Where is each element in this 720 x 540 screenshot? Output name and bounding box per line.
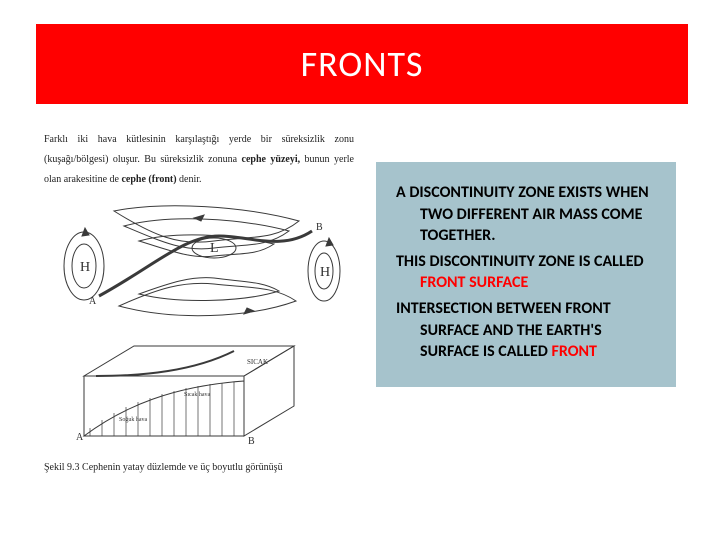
label-B-block: B xyxy=(248,436,255,447)
definition-box: A DISCONTINUITY ZONE EXISTS WHEN TWO DIF… xyxy=(376,162,676,387)
label-soguk: Soğuk hava xyxy=(119,416,148,423)
label-A-block: A xyxy=(76,432,84,443)
para-3: INTERSECTION BETWEEN FRONT SURFACE AND T… xyxy=(396,298,658,363)
label-sicak2: Sıcak hava xyxy=(184,392,210,398)
caption-top-text: Farklı iki hava kütlesinin karşılaştığı … xyxy=(44,134,354,185)
para-2: THIS DISCONTINUITY ZONE IS CALLED FRONT … xyxy=(396,251,658,294)
figure-svg: H L H A B xyxy=(44,196,354,456)
label-H-left: H xyxy=(80,260,90,275)
para-2-pre: THIS DISCONTINUITY ZONE IS CALLED xyxy=(396,252,644,271)
label-sicak: SICAK xyxy=(247,358,268,366)
label-B-top: B xyxy=(316,222,323,233)
label-H-right: H xyxy=(320,265,330,280)
slide-title: FRONTS xyxy=(301,42,424,86)
figure-caption-bottom: Şekil 9.3 Cephenin yatay düzlemde ve üç … xyxy=(44,462,354,473)
label-A-top: A xyxy=(89,296,97,307)
label-L: L xyxy=(210,241,219,256)
para-1: A DISCONTINUITY ZONE EXISTS WHEN TWO DIF… xyxy=(396,182,658,247)
figure-column: Farklı iki hava kütlesinin karşılaştığı … xyxy=(44,130,354,476)
figure-caption-top: Farklı iki hava kütlesinin karşılaştığı … xyxy=(44,130,354,190)
para-3-hl: FRONT xyxy=(552,342,597,361)
para-2-hl: FRONT SURFACE xyxy=(420,273,528,292)
title-band: FRONTS xyxy=(36,24,688,104)
